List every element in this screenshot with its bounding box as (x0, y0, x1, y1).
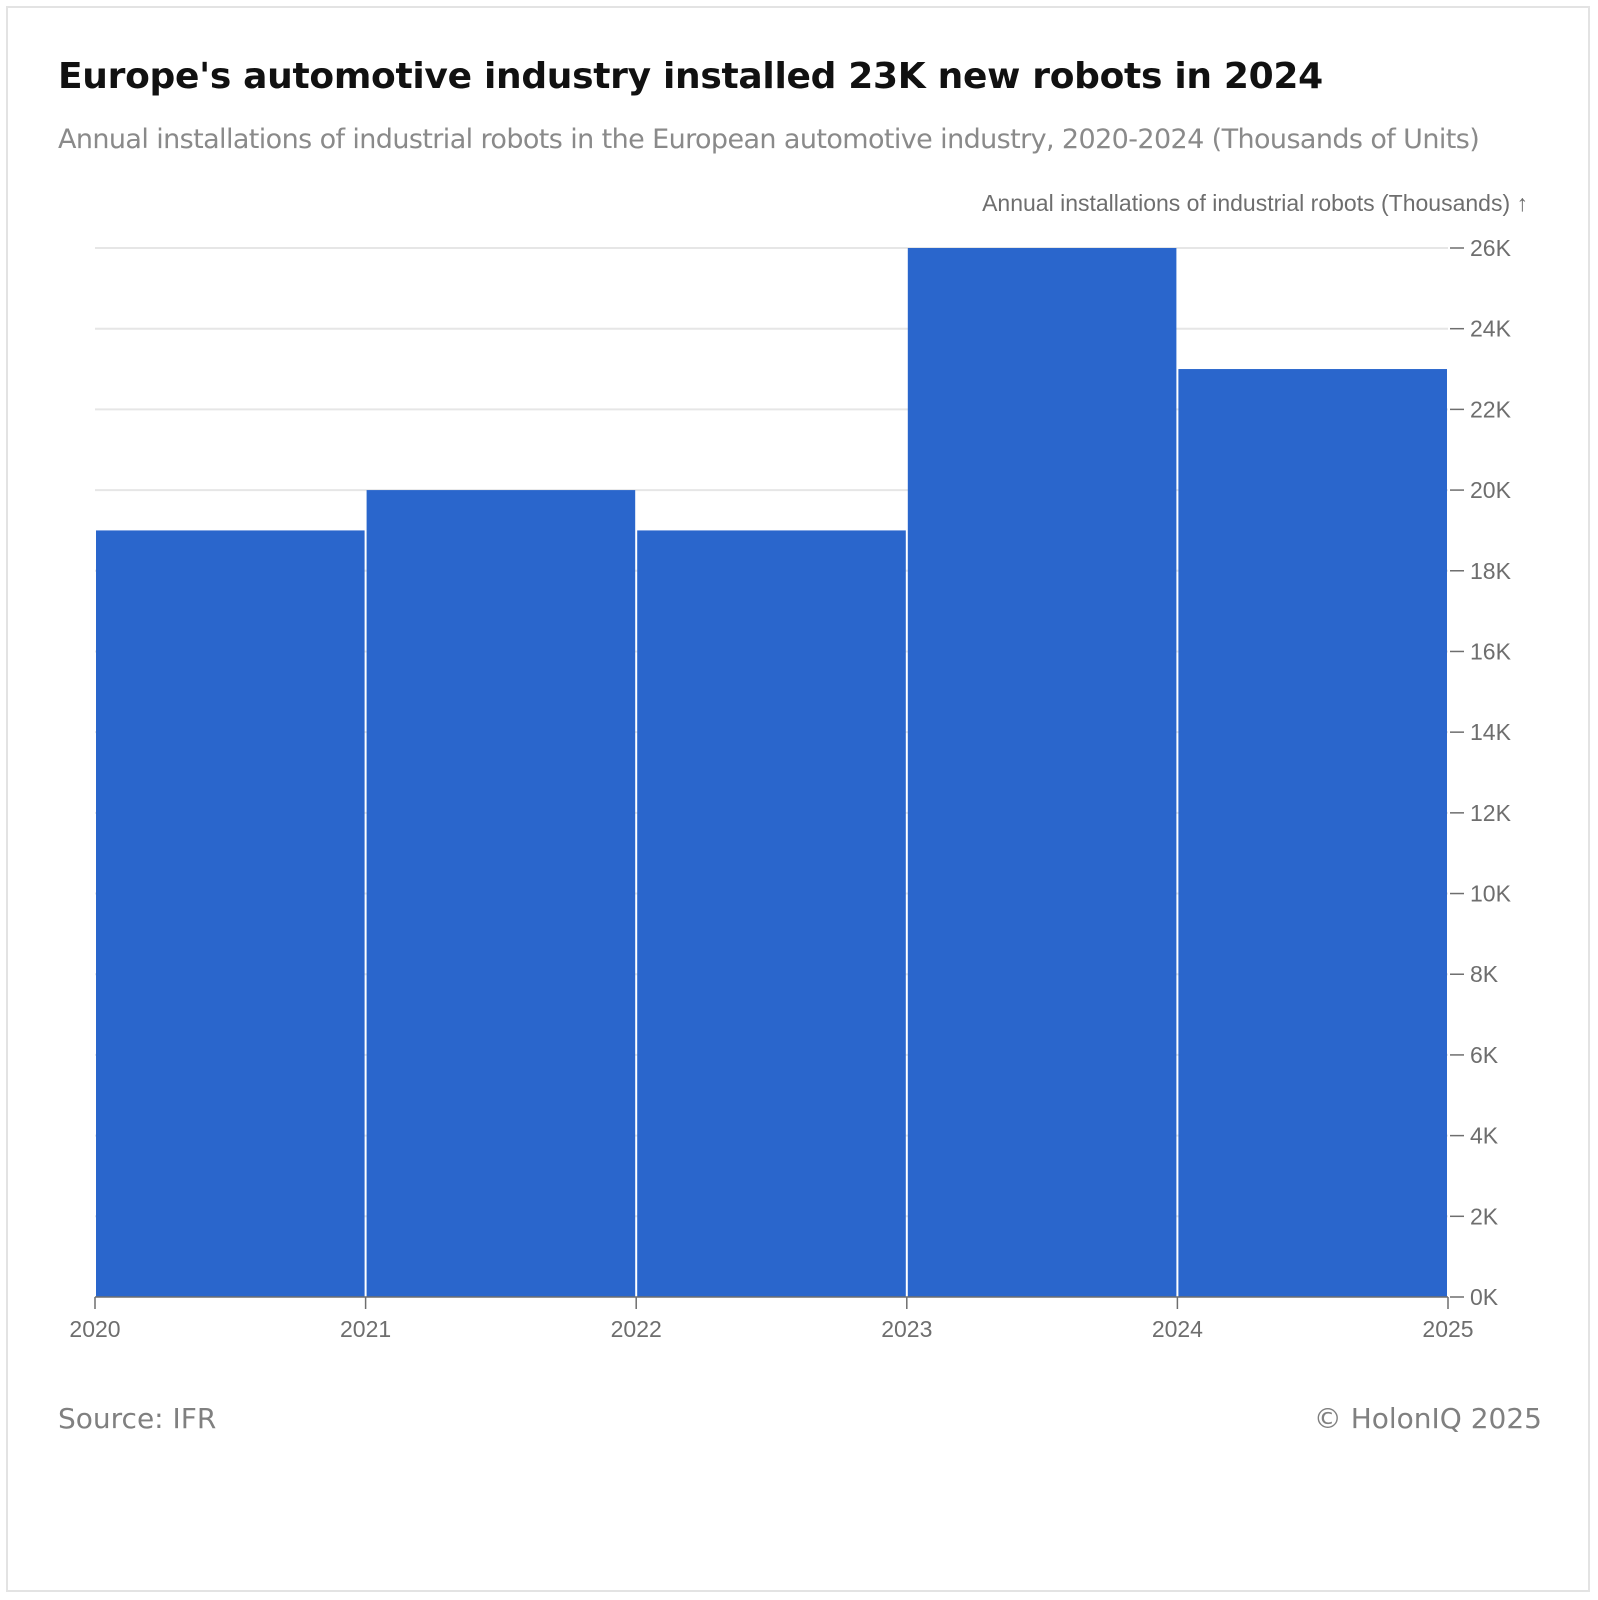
y-tick-label: 26K (1470, 235, 1512, 261)
y-tick-label: 20K (1470, 477, 1512, 503)
y-tick-label: 24K (1470, 316, 1512, 342)
y-tick-label: 22K (1470, 396, 1512, 422)
y-tick-label: 2K (1470, 1203, 1499, 1229)
x-tick-label: 2022 (611, 1316, 662, 1342)
y-tick-label: 14K (1470, 719, 1512, 745)
bar (1178, 369, 1447, 1297)
source-note: Source: IFR (58, 1402, 217, 1435)
y-tick-label: 12K (1470, 800, 1512, 826)
bar (907, 248, 1177, 1297)
x-tick-label: 2024 (1152, 1316, 1203, 1342)
y-axis-title: Annual installations of industrial robot… (982, 190, 1528, 216)
bar (366, 490, 636, 1298)
y-tick-label: 8K (1470, 961, 1499, 987)
y-tick-label: 18K (1470, 558, 1512, 584)
x-tick-label: 2025 (1422, 1316, 1473, 1342)
x-axis: 2020 2021 2022 2023 2024 2025 (69, 1296, 1474, 1342)
y-tick-label: 10K (1470, 881, 1512, 907)
chart-subtitle: Annual installations of industrial robot… (58, 124, 1480, 155)
x-tick-label: 2020 (69, 1316, 120, 1342)
bar (96, 530, 365, 1297)
y-tick-label: 6K (1470, 1042, 1499, 1068)
y-tick-label: 4K (1470, 1123, 1499, 1149)
x-tick-label: 2021 (340, 1316, 391, 1342)
x-tick-label: 2023 (881, 1316, 932, 1342)
y-axis: 0K 2K 4K 6K 8K 10K 12K 14K 16K 18K 20K 22K 24K 26K (1450, 235, 1512, 1310)
y-tick-label: 16K (1470, 638, 1512, 664)
chart-title: Europe's automotive industry installed 2… (58, 56, 1323, 97)
copyright-note: © HolonIQ 2025 (1313, 1402, 1542, 1435)
y-tick-label: 0K (1470, 1284, 1499, 1310)
bars (96, 248, 1447, 1298)
bar (637, 530, 906, 1297)
